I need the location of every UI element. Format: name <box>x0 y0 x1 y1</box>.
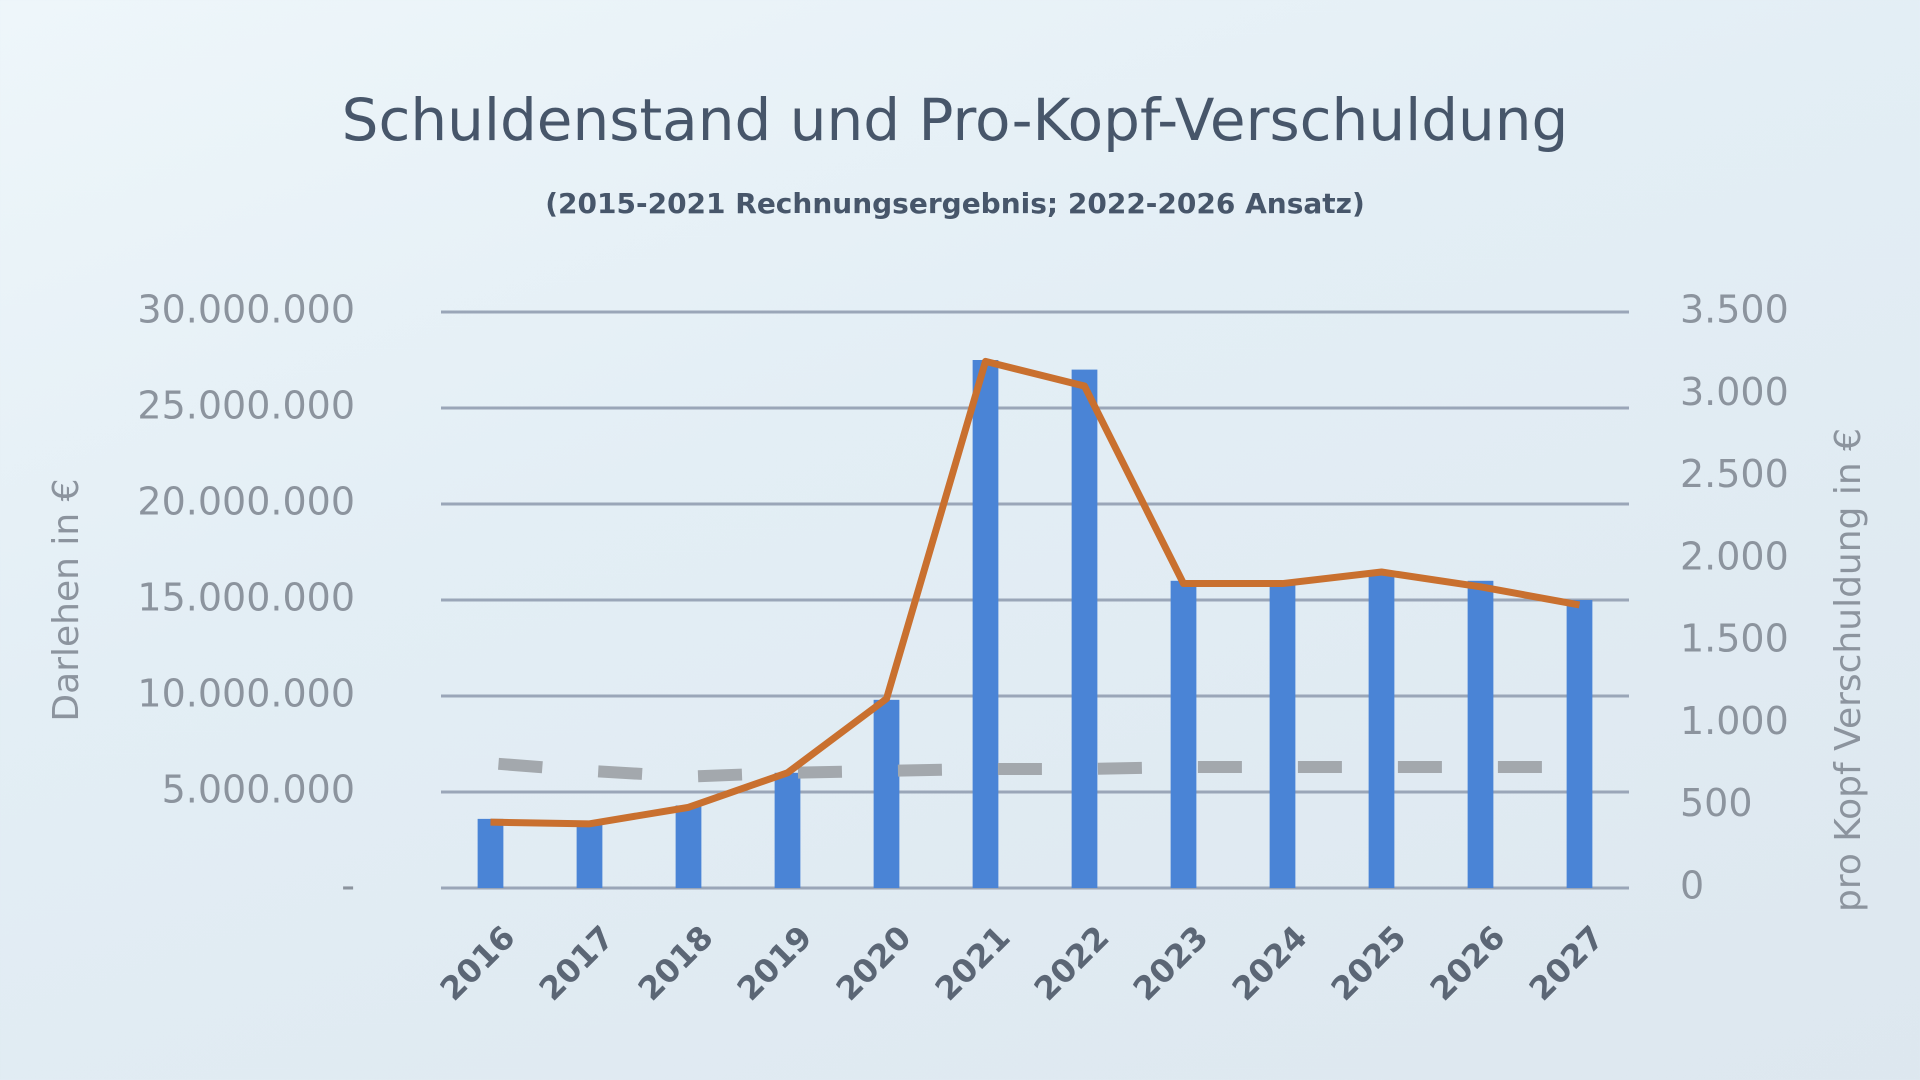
y2-tick-label: 1.000 <box>1680 699 1789 743</box>
y2-tick-label: 3.500 <box>1680 288 1789 332</box>
bar <box>477 818 504 888</box>
x-tick-label: 2020 <box>829 918 919 1008</box>
y2-tick-label: 2.500 <box>1680 452 1789 496</box>
chart-subtitle: (2015-2021 Rechnungsergebnis; 2022-2026 … <box>545 187 1365 220</box>
line <box>490 357 1581 828</box>
y2-tick-label: 1.500 <box>1680 617 1789 661</box>
bar <box>972 360 999 888</box>
y-tick-label: 25.000.000 <box>137 384 355 428</box>
x-tick-label: 2024 <box>1225 918 1315 1008</box>
y-tick-label: 30.000.000 <box>137 288 355 332</box>
bar <box>1071 369 1098 889</box>
y2-tick-label: 2.000 <box>1680 534 1789 578</box>
y2-tick-label: 500 <box>1680 781 1753 825</box>
y-tick-label: 15.000.000 <box>137 576 355 620</box>
y-axis-title: Darlehen in € <box>46 478 87 721</box>
bar <box>873 699 900 888</box>
bar <box>1566 600 1593 888</box>
y2-tick-label: 0 <box>1680 864 1704 908</box>
y-tick-label: - <box>341 864 355 908</box>
y2-axis-title: pro Kopf Verschuldung in € <box>1828 428 1869 912</box>
x-tick-label: 2017 <box>532 918 622 1008</box>
bar <box>1467 580 1494 888</box>
bar <box>1170 580 1197 888</box>
bar <box>675 805 702 888</box>
x-tick-label: 2026 <box>1423 918 1513 1008</box>
x-tick-label: 2025 <box>1324 918 1414 1008</box>
bar <box>1269 580 1296 888</box>
x-tick-label: 2016 <box>433 918 523 1008</box>
bar <box>576 824 603 888</box>
line <box>490 757 1580 783</box>
x-tick-label: 2022 <box>1027 918 1117 1008</box>
chart-title: Schuldenstand und Pro-Kopf-Verschuldung <box>342 86 1569 154</box>
x-tick-label: 2027 <box>1522 918 1612 1008</box>
x-tick-label: 2018 <box>631 918 721 1008</box>
x-tick-label: 2021 <box>928 918 1018 1008</box>
y-tick-label: 10.000.000 <box>137 672 355 716</box>
y-tick-label: 20.000.000 <box>137 480 355 524</box>
bar <box>1368 571 1395 888</box>
y-tick-label: 5.000.000 <box>162 768 355 812</box>
bar <box>774 772 801 888</box>
y2-tick-label: 3.000 <box>1680 370 1789 414</box>
x-tick-label: 2019 <box>730 918 820 1008</box>
x-tick-label: 2023 <box>1126 918 1216 1008</box>
